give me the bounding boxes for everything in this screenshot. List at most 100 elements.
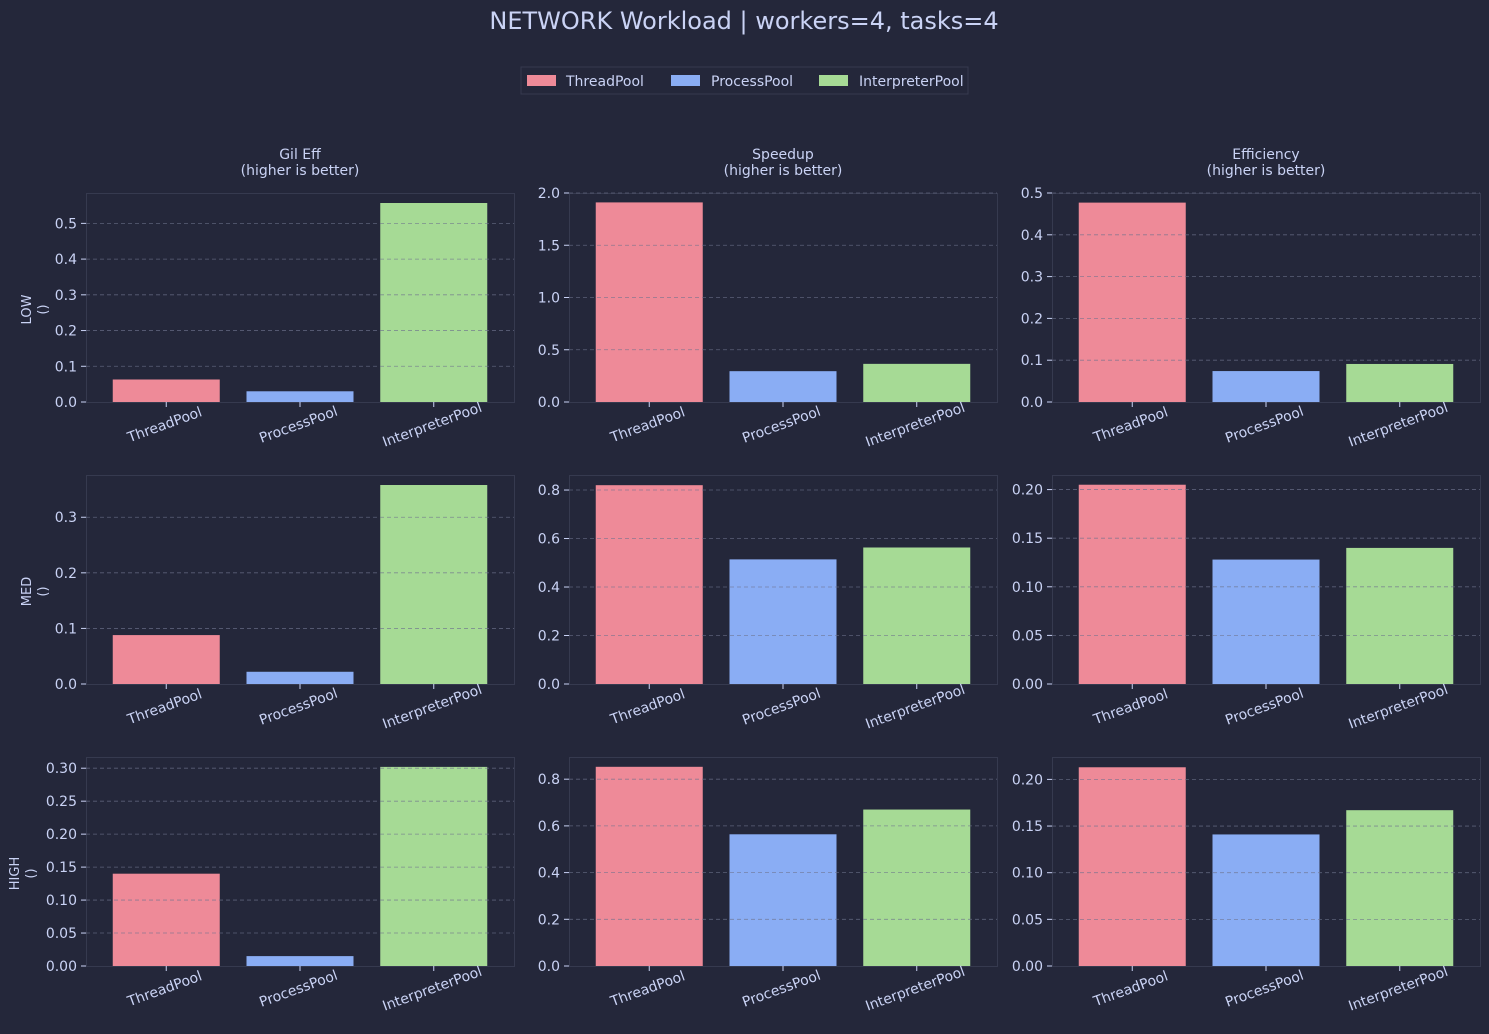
panel-low-gil-eff: Gil Eff(higher is better) 0.0 0.1 0.2 0.3 0.4… [20,147,515,451]
bar-processpool [729,371,837,402]
y-tick-label: 0.00 [1012,677,1043,693]
y-tick-label: 1.0 [538,291,560,307]
bar-threadpool [595,485,703,684]
y-tick-label: 0.05 [46,926,77,942]
y-tick-label: 0.20 [1012,483,1043,499]
y-tick-label: 0.1 [55,359,77,375]
y-tick-label: 0.5 [55,216,77,232]
x-tick-label: ThreadPool [125,968,205,1010]
bar-processpool [1212,559,1320,684]
y-tick-label: 0.2 [538,912,560,928]
y-tick-label: 0.05 [1012,912,1043,928]
x-tick-label: ThreadPool [608,404,688,446]
y-tick-label: 0.30 [46,761,77,777]
x-tick-label: ThreadPool [1091,404,1171,446]
bar-processpool [246,956,354,966]
x-tick-label: ProcessPool [257,404,340,447]
y-tick-label: 0.6 [538,532,560,548]
x-tick-label: InterpreterPool [1346,400,1450,451]
panel-subtitle: (higher is better) [241,163,360,179]
y-tick-label: 0.3 [55,510,77,526]
panel-low-efficiency: Efficiency(higher is better) 0.0 0.1 0.2 0.3… [1021,147,1481,451]
bar-interpreterpool [380,766,488,966]
y-tick-label: 0.8 [538,772,560,788]
y-tick-label: 0.05 [1012,628,1043,644]
legend-label-processpool: ProcessPool [711,74,793,90]
y-tick-label: 0.10 [1012,580,1043,596]
panel-subtitle: (higher is better) [1207,163,1326,179]
bar-threadpool [595,202,703,402]
panel-med-gil-eff: 0.0 0.1 0.2 0.3 ThreadPool ProcessPool Interpr… [20,475,515,733]
row-unit-label: () [24,868,39,878]
row-unit-label: () [36,304,51,314]
x-tick-label: ThreadPool [608,686,688,728]
bar-threadpool [595,766,703,966]
panel-subtitle: (higher is better) [724,163,843,179]
y-tick-label: 0.10 [46,893,77,909]
x-tick-label: ThreadPool [1091,968,1171,1010]
x-tick-label: ProcessPool [1223,968,1306,1011]
y-tick-label: 0.20 [46,827,77,843]
bar-processpool [246,391,354,402]
bar-interpreterpool [380,485,488,684]
panel-med-efficiency: 0.00 0.05 0.10 0.15 0.20 ThreadPool ProcessPoo… [1012,475,1481,733]
bar-threadpool [112,873,220,966]
panel-high-speedup: 0.0 0.2 0.4 0.6 0.8 ThreadPool ProcessPool Inte… [538,757,998,1015]
y-tick-label: 0.0 [538,395,560,411]
y-tick-label: 0.10 [1012,866,1043,882]
panel-low-speedup: Speedup(higher is better) 0.0 0.5 1.0 1.5 2.0… [538,147,998,451]
y-tick-label: 1.5 [538,238,560,254]
bar-processpool [1212,834,1320,966]
y-tick-label: 0.00 [46,959,77,975]
x-tick-label: InterpreterPool [863,400,967,451]
y-tick-label: 0.25 [46,794,77,810]
y-tick-label: 0.00 [1012,959,1043,975]
x-tick-label: ThreadPool [125,404,205,446]
x-tick-label: ProcessPool [257,686,340,729]
bar-threadpool [1078,484,1186,684]
x-tick-label: ProcessPool [257,968,340,1011]
legend-label-threadpool: ThreadPool [565,74,644,90]
row-label: LOW [20,294,35,324]
panel-med-speedup: 0.0 0.2 0.4 0.6 0.8 ThreadPool ProcessPool Inte… [538,475,998,733]
legend-label-interpreterpool: InterpreterPool [859,74,964,90]
y-tick-label: 0.3 [1021,270,1043,286]
y-tick-label: 0.4 [538,866,560,882]
legend-swatch-threadpool [527,75,556,86]
panels: Gil Eff(higher is better)0.00.10.20.30.4… [8,147,1481,1015]
panel-title: Gil Eff [279,147,321,163]
y-tick-label: 0.0 [538,677,560,693]
y-tick-label: 0.5 [1021,186,1043,202]
bar-threadpool [112,379,220,402]
y-tick-label: 0.6 [538,819,560,835]
row-unit-label: () [36,586,51,596]
legend-swatch-processpool [671,75,700,86]
x-tick-label: ProcessPool [740,404,823,447]
bar-threadpool [1078,767,1186,966]
bar-interpreterpool [1346,363,1454,402]
x-tick-label: InterpreterPool [863,964,967,1015]
y-tick-label: 0.2 [1021,311,1043,327]
legend: ThreadPool ProcessPool InterpreterPool [520,66,969,95]
y-tick-label: 0.8 [538,483,560,499]
x-tick-label: InterpreterPool [380,964,484,1015]
bar-interpreterpool [863,809,971,966]
x-tick-label: InterpreterPool [380,400,484,451]
y-tick-label: 0.15 [1012,531,1043,547]
y-tick-label: 0.15 [1012,819,1043,835]
y-tick-label: 0.15 [46,860,77,876]
row-label: MED [20,577,35,606]
x-tick-label: ProcessPool [1223,686,1306,729]
legend-swatch-interpreterpool [819,75,848,86]
y-tick-label: 0.4 [538,580,560,596]
y-tick-label: 0.0 [538,959,560,975]
x-tick-label: InterpreterPool [1346,682,1450,733]
y-tick-label: 0.2 [538,629,560,645]
bar-processpool [729,559,837,684]
x-tick-label: ProcessPool [740,686,823,729]
bar-threadpool [1078,202,1186,402]
bar-threadpool [112,635,220,684]
y-tick-label: 0.2 [55,566,77,582]
figure-title: NETWORK Workload | workers=4, tasks=4 [489,7,998,35]
